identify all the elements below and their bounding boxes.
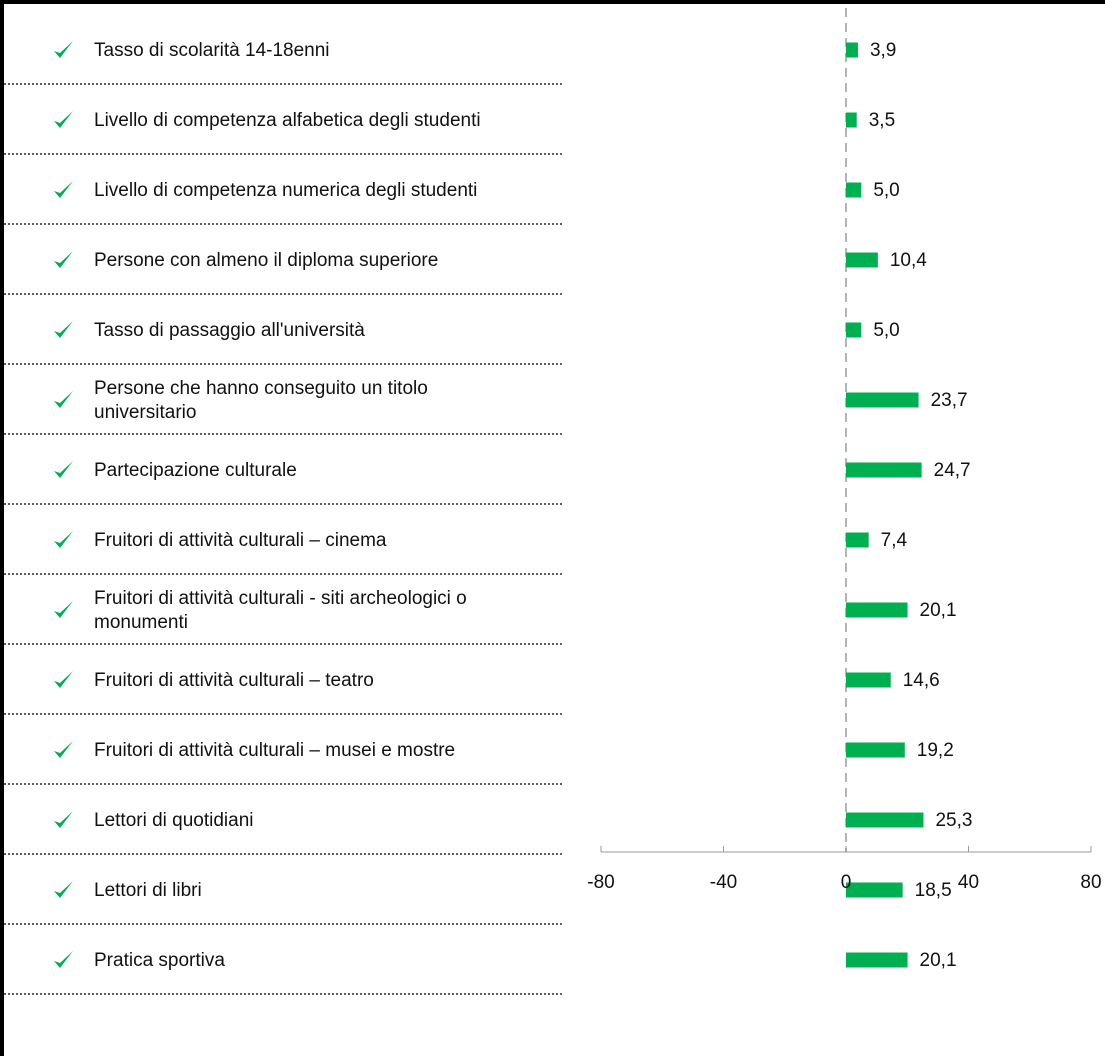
data-label: 3,5 xyxy=(869,110,895,131)
x-tick-label: -40 xyxy=(710,872,737,893)
category-label: Livello di competenza alfabetica degli s… xyxy=(94,110,481,131)
bar xyxy=(846,322,862,338)
data-label: 19,2 xyxy=(917,740,954,761)
category-label: Fruitori di attività culturali – musei e… xyxy=(94,740,455,761)
check-icon xyxy=(54,811,73,828)
bar xyxy=(846,672,891,688)
check-icon xyxy=(54,671,73,688)
data-label: 14,6 xyxy=(903,670,940,691)
category-label: Fruitori di attività culturali – teatro xyxy=(94,670,374,691)
bar xyxy=(846,42,858,58)
check-icon xyxy=(54,951,73,968)
frame-left-border xyxy=(0,0,4,1056)
x-tick-label: 80 xyxy=(1080,872,1101,893)
data-label: 20,1 xyxy=(920,950,957,971)
x-tick-label: -80 xyxy=(587,872,614,893)
data-label: 7,4 xyxy=(881,530,908,551)
check-icon xyxy=(54,181,73,198)
category-label: Persone che hanno conseguito un titolo un… xyxy=(94,378,428,423)
data-label: 24,7 xyxy=(934,460,971,481)
category-label: Lettori di quotidiani xyxy=(94,810,254,831)
data-label: 23,7 xyxy=(931,390,968,411)
check-icon xyxy=(54,111,73,128)
x-tick-label: 40 xyxy=(958,872,979,893)
category-label: Tasso di scolarità 14-18enni xyxy=(94,40,330,61)
bar xyxy=(846,602,908,618)
bar xyxy=(846,812,924,828)
bar xyxy=(846,252,878,268)
category-label: Lettori di libri xyxy=(94,880,202,901)
bar xyxy=(846,392,919,408)
check-icon xyxy=(54,881,73,898)
check-icon xyxy=(54,41,73,58)
bar xyxy=(846,742,905,758)
bar xyxy=(846,182,862,198)
check-icon xyxy=(54,531,73,548)
x-tick-label: 0 xyxy=(841,872,852,893)
check-icon xyxy=(54,741,73,758)
category-label: Fruitori di attività culturali – cinema xyxy=(94,530,387,551)
check-icon xyxy=(54,251,73,268)
data-label: 10,4 xyxy=(890,250,927,271)
category-label: Livello di competenza numerica degli stu… xyxy=(94,180,477,201)
frame-top-border xyxy=(0,0,1105,4)
category-label: Partecipazione culturale xyxy=(94,460,297,481)
check-icon xyxy=(54,321,73,338)
data-label: 3,9 xyxy=(870,40,896,61)
bar xyxy=(846,532,869,548)
category-label: Tasso di passaggio all'università xyxy=(94,320,365,341)
bar xyxy=(846,462,922,478)
category-label: Pratica sportiva xyxy=(94,950,225,971)
data-label: 18,5 xyxy=(915,880,952,901)
category-label: Persone con almeno il diploma superiore xyxy=(94,250,438,271)
check-icon xyxy=(54,461,73,478)
category-label: Fruitori di attività culturali - siti ar… xyxy=(94,588,467,633)
data-label: 25,3 xyxy=(935,810,972,831)
check-icon xyxy=(54,601,73,618)
bar xyxy=(846,112,857,128)
data-label: 5,0 xyxy=(873,180,899,201)
data-label: 20,1 xyxy=(920,600,957,621)
check-icon xyxy=(54,391,73,408)
bar xyxy=(846,882,903,898)
data-label: 5,0 xyxy=(873,320,899,341)
bar xyxy=(846,952,908,968)
